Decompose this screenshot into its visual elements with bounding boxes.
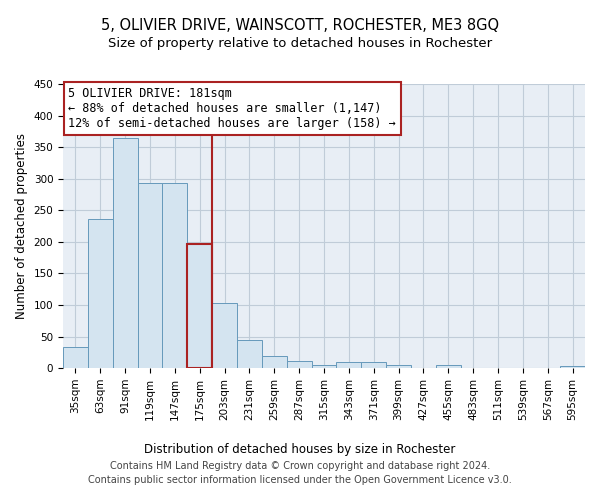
Text: Distribution of detached houses by size in Rochester: Distribution of detached houses by size … — [145, 442, 455, 456]
Bar — [361, 362, 386, 368]
Y-axis label: Number of detached properties: Number of detached properties — [15, 133, 28, 319]
Bar — [262, 356, 287, 368]
Text: 5 OLIVIER DRIVE: 181sqm
← 88% of detached houses are smaller (1,147)
12% of semi: 5 OLIVIER DRIVE: 181sqm ← 88% of detache… — [68, 87, 396, 130]
Bar — [113, 138, 137, 368]
Bar — [311, 365, 337, 368]
Bar — [436, 365, 461, 368]
Bar — [137, 183, 163, 368]
Bar — [337, 362, 361, 368]
Bar — [560, 366, 585, 368]
Bar — [237, 340, 262, 368]
Bar — [63, 348, 88, 368]
Bar — [187, 244, 212, 368]
Text: Contains HM Land Registry data © Crown copyright and database right 2024.
Contai: Contains HM Land Registry data © Crown c… — [88, 461, 512, 485]
Text: 5, OLIVIER DRIVE, WAINSCOTT, ROCHESTER, ME3 8GQ: 5, OLIVIER DRIVE, WAINSCOTT, ROCHESTER, … — [101, 18, 499, 32]
Text: Size of property relative to detached houses in Rochester: Size of property relative to detached ho… — [108, 38, 492, 51]
Bar — [386, 365, 411, 368]
Bar — [88, 219, 113, 368]
Bar — [212, 303, 237, 368]
Bar — [163, 183, 187, 368]
Bar — [287, 361, 311, 368]
